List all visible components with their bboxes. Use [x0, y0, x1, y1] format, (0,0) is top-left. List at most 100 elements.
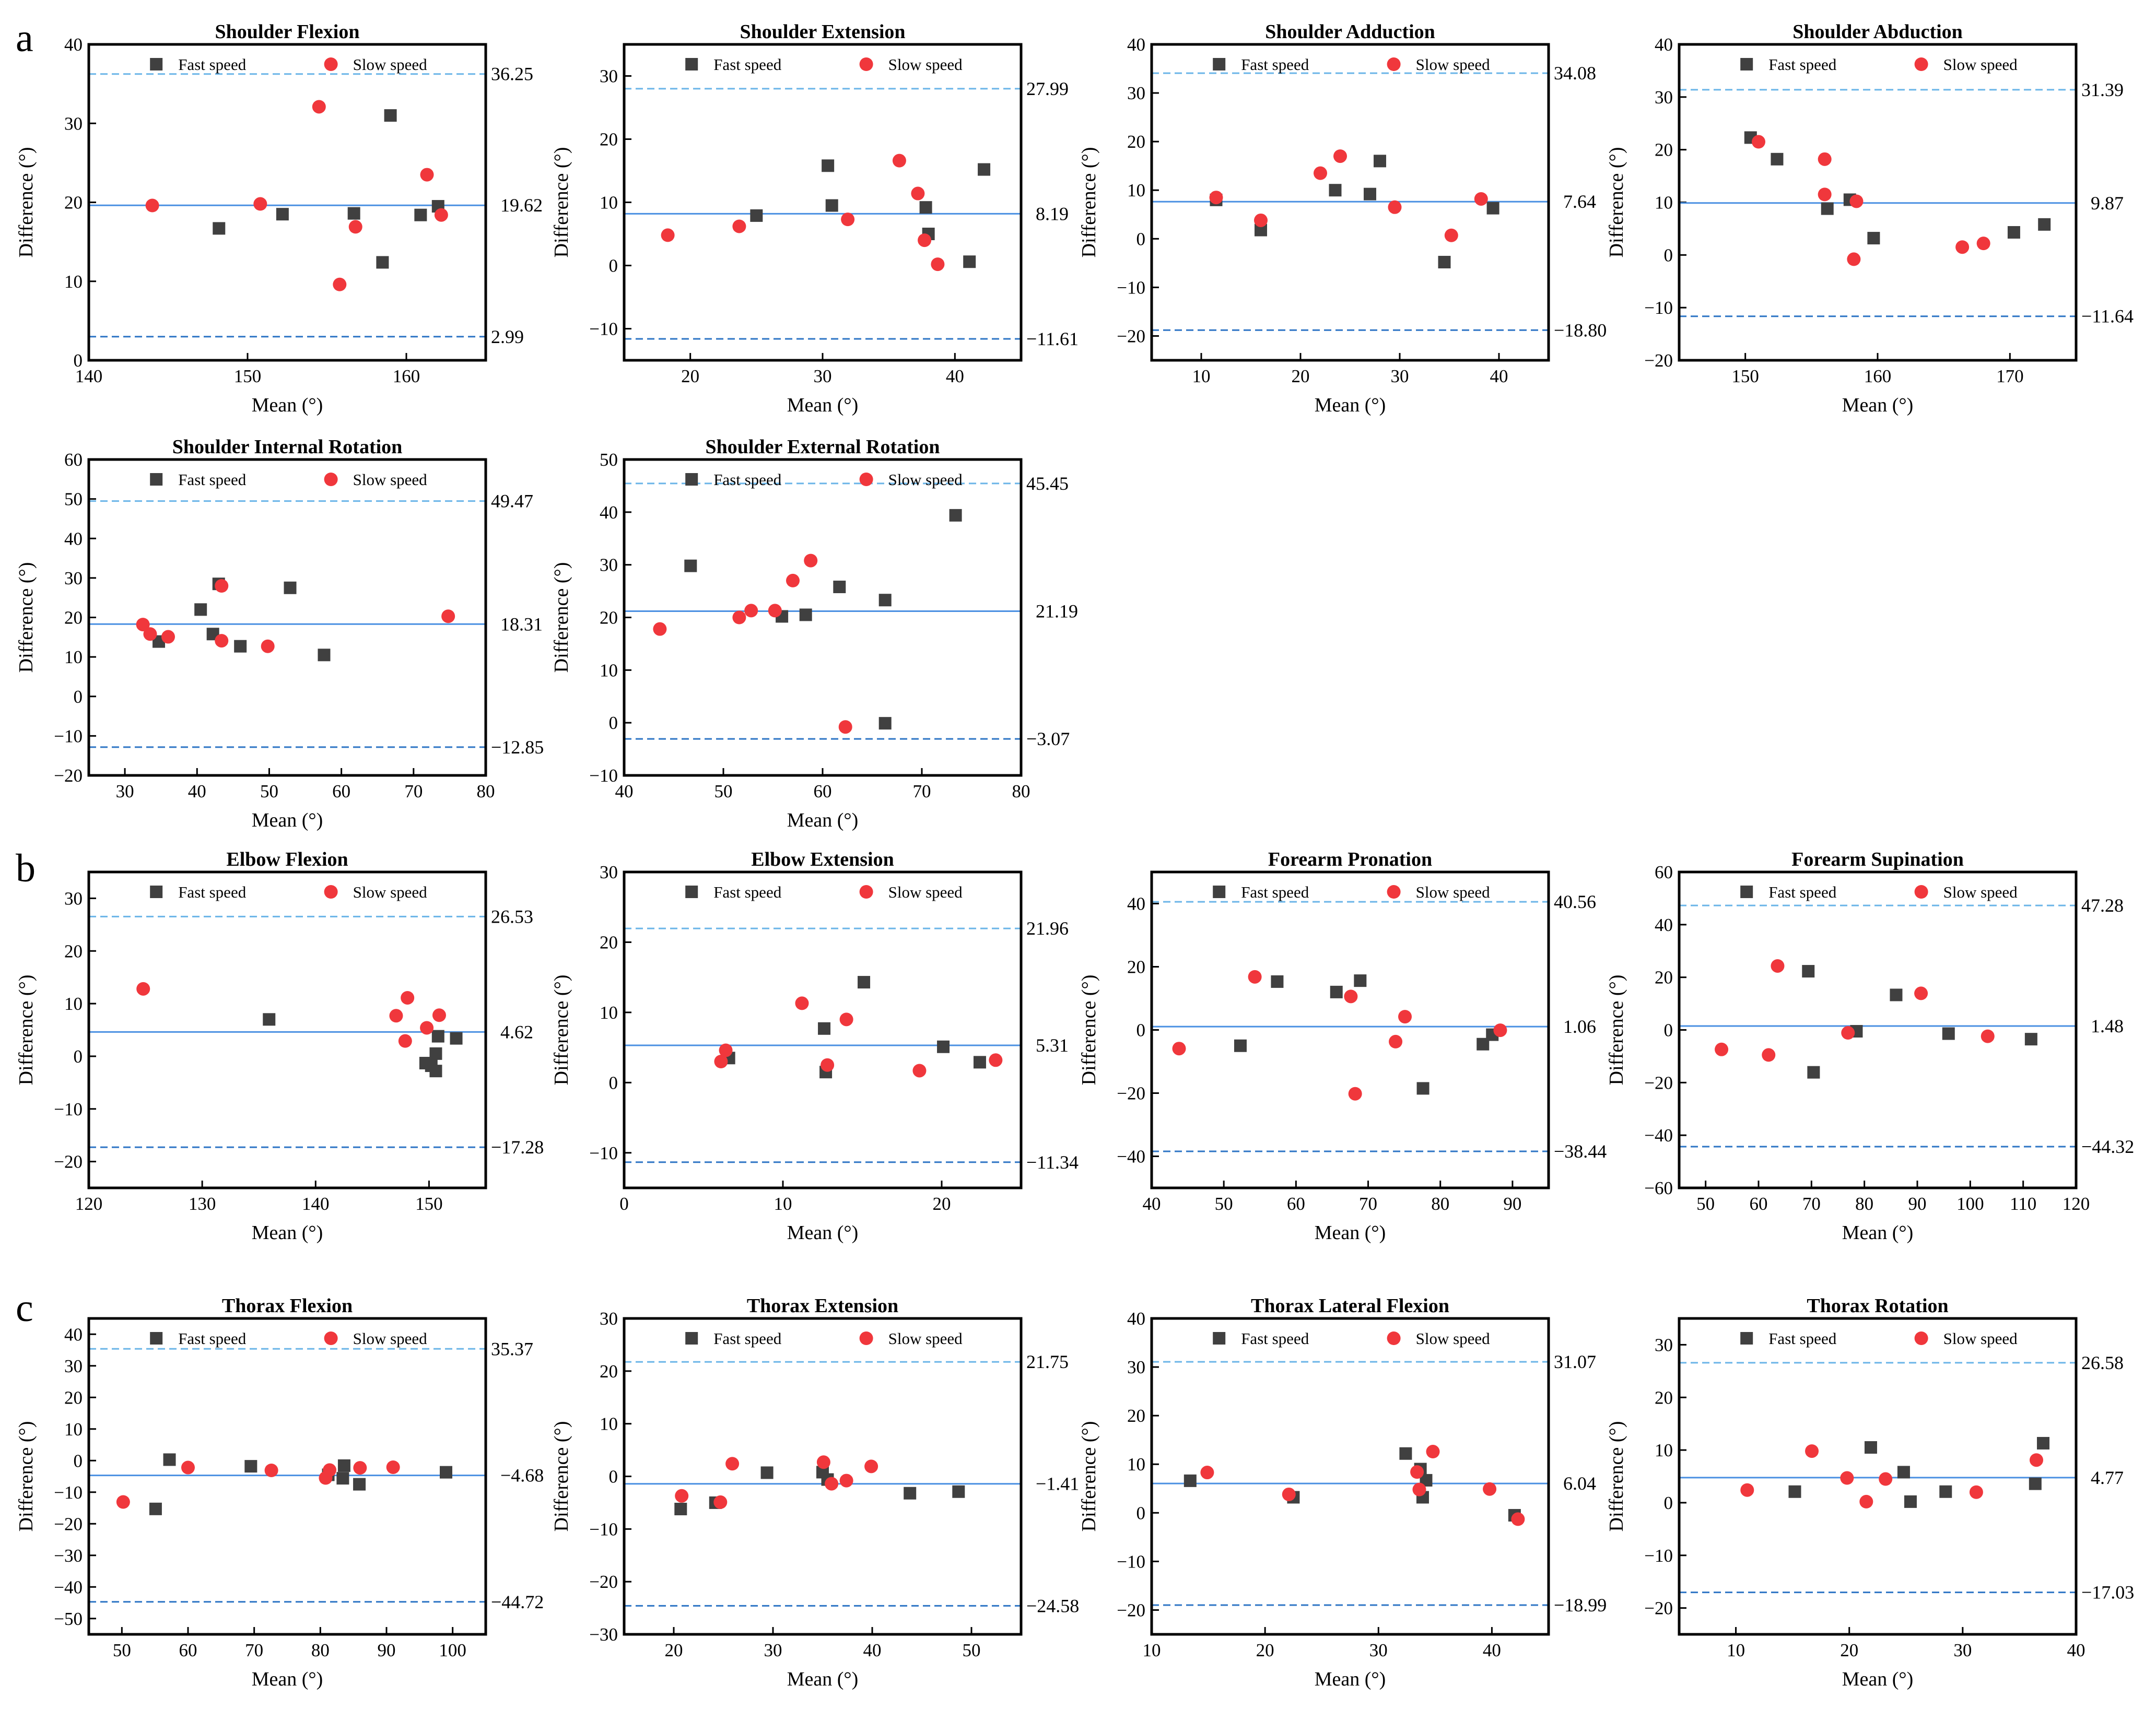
upper-loa-label: 35.37 [491, 1338, 533, 1359]
slow-speed-point [1412, 1482, 1426, 1496]
x-tick-label: 40 [2067, 1640, 2085, 1660]
slow-speed-point [1410, 1465, 1424, 1479]
slow-speed-point [1344, 989, 1358, 1004]
y-tick-label: 40 [1127, 34, 1145, 55]
y-tick-label: −20 [589, 1572, 618, 1592]
upper-loa-label: 26.53 [491, 906, 533, 927]
legend-slow-marker [1387, 885, 1401, 899]
y-tick-label: −20 [54, 1152, 83, 1172]
y-tick-label: 30 [600, 1309, 618, 1329]
slow-speed-point [261, 639, 275, 653]
fast-speed-point [799, 608, 812, 621]
lower-loa-label: −17.03 [2081, 1582, 2134, 1603]
slow-speed-point [1172, 1042, 1186, 1056]
slow-speed-point [1805, 1444, 1819, 1458]
x-tick-label: 40 [1143, 1194, 1161, 1214]
y-axis-label: Difference (°) [1606, 1421, 1627, 1532]
legend-slow-marker [1387, 57, 1401, 71]
fast-speed-point [750, 209, 763, 222]
legend-fast-marker [1213, 1332, 1226, 1345]
legend-fast-label: Fast speed [1768, 883, 1837, 901]
x-tick-label: 40 [1483, 1640, 1501, 1660]
legend-fast-label: Fast speed [713, 470, 782, 489]
fast-speed-point [1890, 988, 1903, 1001]
legend-fast-label: Fast speed [178, 470, 247, 489]
slow-speed-point [732, 219, 746, 233]
y-tick-label: 0 [1136, 229, 1146, 249]
slow-speed-point [839, 1474, 853, 1488]
slow-speed-point [1348, 1087, 1362, 1101]
y-tick-label: −40 [54, 1577, 83, 1597]
x-tick-label: 60 [332, 781, 350, 802]
chart-title: Elbow Extension [751, 848, 894, 870]
x-tick-label: 20 [1256, 1640, 1274, 1660]
lower-loa-label: −17.28 [491, 1137, 544, 1158]
legend-fast-label: Fast speed [1241, 883, 1309, 901]
slow-speed-point [719, 1043, 733, 1057]
y-tick-label: −10 [54, 1482, 83, 1503]
y-tick-label: 0 [1664, 1493, 1673, 1513]
legend-slow-marker [859, 473, 873, 486]
x-tick-label: 80 [311, 1640, 330, 1660]
y-tick-label: −20 [1644, 1598, 1673, 1619]
chart-thorax-rotation: Thorax Rotation −20 −10 0 10 20 30 10 20 30 40 Mean… [1606, 1295, 2134, 1690]
y-tick-label: 30 [64, 113, 83, 134]
x-tick-label: 60 [1750, 1194, 1768, 1214]
y-tick-label: 0 [1136, 1020, 1146, 1041]
x-tick-label: 140 [302, 1194, 330, 1214]
legend-slow-label: Slow speed [353, 470, 428, 489]
slow-speed-point [931, 257, 945, 272]
y-tick-label: −20 [1117, 326, 1145, 346]
fast-speed-point [825, 199, 838, 212]
x-tick-label: 50 [1215, 1194, 1233, 1214]
x-tick-label: 10 [774, 1194, 792, 1214]
y-tick-label: 10 [600, 660, 618, 680]
mean-difference-label: 5.31 [1036, 1035, 1069, 1056]
y-tick-label: 0 [1664, 1020, 1673, 1041]
x-axis-label: Mean (°) [1315, 394, 1386, 416]
legend-fast-label: Fast speed [713, 1329, 782, 1348]
chart-shoulder-adduction: Shoulder Adduction −20 −10 0 10 20 30 40 10 20 30 4… [1078, 21, 1607, 416]
chart-title: Elbow Flexion [226, 848, 348, 870]
fast-speed-point [1438, 255, 1451, 268]
y-tick-label: 40 [64, 34, 83, 55]
y-tick-label: 0 [1664, 245, 1673, 265]
y-tick-label: 10 [64, 994, 83, 1014]
y-tick-label: 20 [600, 608, 618, 628]
x-tick-label: 80 [477, 781, 495, 802]
slow-speed-point [989, 1053, 1003, 1067]
fast-speed-point [1821, 202, 1834, 215]
fast-speed-point [1802, 965, 1815, 978]
fast-speed-point [1399, 1447, 1412, 1460]
y-axis-label: Difference (°) [1606, 975, 1627, 1086]
slow-speed-point [420, 1021, 434, 1035]
x-axis-label: Mean (°) [1315, 1222, 1386, 1244]
fast-speed-point [429, 1065, 442, 1078]
y-tick-label: 40 [64, 528, 83, 549]
slow-speed-point [1314, 166, 1327, 180]
y-tick-label: −40 [1117, 1147, 1145, 1167]
legend-slow-label: Slow speed [1416, 883, 1491, 901]
fast-speed-point [1329, 184, 1342, 197]
slow-speed-point [389, 1009, 403, 1023]
chart-title: Thorax Lateral Flexion [1251, 1295, 1449, 1317]
legend-fast-marker [150, 886, 163, 898]
mean-difference-label: 1.48 [2091, 1016, 2124, 1036]
mean-difference-label: 8.19 [1036, 203, 1069, 224]
legend-slow-label: Slow speed [888, 55, 963, 74]
y-axis-label: Difference (°) [550, 147, 572, 258]
mean-difference-label: 7.64 [1563, 191, 1596, 212]
fast-speed-point [684, 559, 697, 572]
slow-speed-point [838, 720, 852, 734]
x-axis-label: Mean (°) [252, 394, 323, 416]
slow-speed-point [744, 604, 758, 618]
legend-slow-label: Slow speed [1943, 883, 2018, 901]
legend-slow-label: Slow speed [353, 1329, 428, 1348]
x-tick-label: 10 [1727, 1640, 1745, 1660]
upper-loa-label: 40.56 [1554, 891, 1596, 912]
y-tick-label: −20 [1644, 1072, 1673, 1093]
slow-speed-point [713, 1495, 728, 1509]
y-tick-label: −10 [589, 319, 618, 339]
upper-loa-label: 27.99 [1026, 78, 1069, 99]
legend-fast-marker [150, 1332, 163, 1345]
